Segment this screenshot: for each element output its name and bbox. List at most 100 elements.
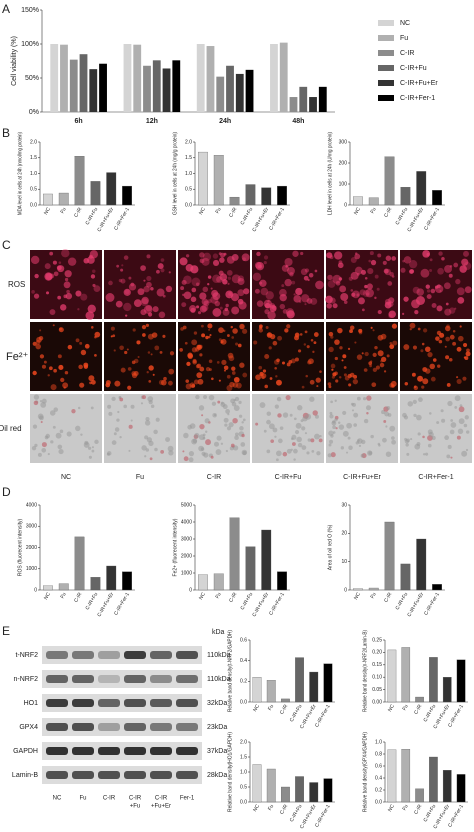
cell [156,288,165,297]
cell [180,327,184,331]
cell [449,334,455,340]
cell [32,424,38,429]
cell [64,270,72,278]
cell [446,454,451,459]
cell [267,311,276,320]
cell [256,300,264,307]
column-label: C-IR+Fer-1 [418,474,453,481]
cell [227,276,231,280]
cell [163,376,167,381]
cell [358,328,363,333]
cell [270,439,275,443]
y-tick-label: 0.10 [372,675,382,681]
x-tick-label: NC [252,703,261,713]
cell [91,449,95,453]
x-tick-label: C-IR [383,591,394,603]
bar [252,677,262,703]
cell [259,279,267,288]
cell [427,443,432,448]
cell [465,351,471,357]
cell [110,335,113,338]
cell [189,423,196,429]
bar [58,583,69,591]
cell [119,397,124,402]
cell [231,306,240,315]
cell [156,269,160,274]
cell [403,296,409,302]
band-size: 28kDa [207,772,227,779]
bar [106,172,117,206]
bar [261,187,272,206]
cell [188,450,195,457]
cell [382,260,387,265]
y-tick-label: 0.0 [185,202,192,208]
cell [224,307,229,312]
y-tick-label: 0.8 [375,751,382,757]
cell [284,278,292,287]
legend-label: Fu [400,35,408,42]
cell [422,250,430,258]
bar [442,770,452,803]
cell [456,378,462,385]
blot-band [46,651,68,659]
cell [207,323,213,329]
cell [403,415,409,420]
x-tick-label: NC [43,591,52,601]
bar [235,73,244,112]
cell [380,333,387,340]
cell [202,436,206,440]
cell [281,284,285,288]
cell [208,359,213,364]
cell [218,270,224,276]
cell [121,264,124,267]
cell [63,281,71,289]
cell [182,325,187,330]
cell [220,341,223,344]
cell [436,421,440,425]
cell [386,406,391,411]
column-label: C-IR+Fu+Er [343,474,381,481]
cell [330,400,333,404]
cell [303,343,307,346]
cell [182,450,185,453]
cell [295,422,302,429]
blot-band [98,723,120,731]
band-name: GAPDH [13,748,38,755]
cell [421,385,425,389]
cell [193,379,199,385]
cell [304,432,308,435]
cell [120,367,126,373]
cell [300,268,308,276]
cell [39,415,44,421]
cell [330,434,334,438]
cell [382,437,387,443]
cell [338,277,343,281]
cell [267,300,270,303]
x-tick-label: C-IR [279,803,290,815]
cell [205,367,211,372]
cell [190,307,196,313]
cell [276,358,280,363]
y-tick-label: 100 [339,181,348,187]
cell [265,325,269,329]
x-tick-label: Fu [215,206,223,214]
blot-band [176,699,198,707]
cell [346,422,353,429]
cell [284,328,289,333]
cell [313,341,317,345]
cell [349,325,355,330]
x-tick-label: NC [198,591,207,601]
cell [167,445,174,452]
cell [437,267,444,275]
cell [385,425,388,428]
cell [312,410,318,416]
cell [303,275,309,281]
cell [327,453,332,458]
cell [289,413,293,417]
cell [258,326,263,330]
cell [403,344,410,351]
cell [146,281,152,288]
blot-band [72,699,94,707]
blot-band [124,699,146,707]
cell [285,394,291,401]
